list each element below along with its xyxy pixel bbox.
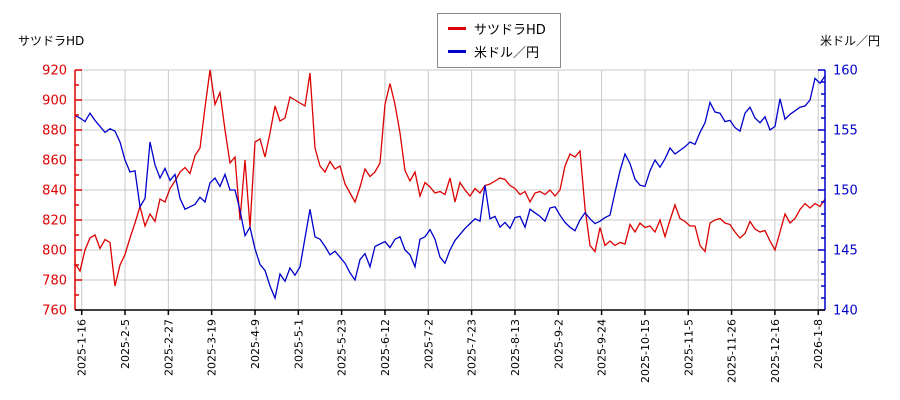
right-axis-tick-label: 150 bbox=[833, 184, 858, 199]
left-axis-tick-label: 920 bbox=[42, 64, 67, 79]
series-group bbox=[74, 69, 826, 301]
legend-swatch-usdjpy bbox=[448, 50, 466, 53]
x-axis-tick-label: 2025-7-23 bbox=[466, 319, 479, 376]
x-axis-tick-label: 2025-9-2 bbox=[552, 319, 565, 369]
legend-label-stock: サツドラHD bbox=[474, 23, 546, 38]
x-axis-tick-label: 2025-10-15 bbox=[639, 319, 652, 383]
x-axis-tick-label: 2025-2-5 bbox=[119, 319, 132, 369]
right-axis: 140 145 150 155 160 bbox=[818, 64, 858, 319]
right-axis-tick-label: 155 bbox=[833, 124, 858, 139]
left-axis-tick-label: 900 bbox=[42, 94, 67, 109]
x-axis-tick-label: 2025-3-19 bbox=[206, 319, 219, 376]
left-axis-tick-label: 840 bbox=[42, 184, 67, 199]
series-line-1 bbox=[74, 75, 826, 301]
x-axis-tick-label: 2025-8-13 bbox=[509, 319, 522, 376]
x-axis-tick-label: 2025-5-23 bbox=[336, 319, 349, 376]
series-line-0 bbox=[74, 69, 826, 287]
x-axis-tick-label: 2026-1-8 bbox=[812, 319, 825, 369]
left-axis-tick-label: 780 bbox=[42, 274, 67, 289]
x-axis-tick-label: 2025-12-16 bbox=[769, 319, 782, 383]
right-axis-tick-label: 140 bbox=[833, 304, 858, 319]
x-axis-tick-label: 2025-9-24 bbox=[596, 319, 609, 376]
legend-item-stock: サツドラHD bbox=[448, 19, 546, 38]
x-axis-tick-label: 2025-7-2 bbox=[422, 319, 435, 369]
right-axis-tick-label: 145 bbox=[833, 244, 858, 259]
left-axis-tick-label: 820 bbox=[42, 214, 67, 229]
x-axis-tick-label: 2025-2-27 bbox=[162, 319, 175, 376]
x-axis-tick-label: 2025-11-5 bbox=[682, 319, 695, 376]
left-axis-tick-label: 880 bbox=[42, 124, 67, 139]
left-axis: 760 780 800 820 840 860 880 900 920 bbox=[42, 64, 82, 319]
left-axis-tick-label: 760 bbox=[42, 304, 67, 319]
right-axis-tick-label: 160 bbox=[833, 64, 858, 79]
legend-item-usdjpy: 米ドル／円 bbox=[448, 42, 546, 61]
x-axis-tick-label: 2025-11-26 bbox=[726, 319, 739, 383]
right-axis-title: 米ドル／円 bbox=[819, 34, 880, 48]
x-axis-tick-label: 2025-6-12 bbox=[379, 319, 392, 376]
left-axis-title: サツドラHD bbox=[18, 34, 85, 48]
left-axis-tick-label: 800 bbox=[42, 244, 67, 259]
legend-swatch-stock bbox=[448, 27, 466, 30]
legend-label-usdjpy: 米ドル／円 bbox=[474, 46, 540, 61]
x-axis-tick-label: 2025-5-1 bbox=[292, 319, 305, 369]
x-axis-tick-label: 2025-4-9 bbox=[249, 319, 262, 369]
x-axis-tick-label: 2025-1-16 bbox=[76, 319, 89, 376]
x-axis: 2025-1-16 2025-2-5 2025-2-27 2025-3-19 2025-… bbox=[75, 309, 825, 383]
left-axis-tick-label: 860 bbox=[42, 154, 67, 169]
legend: サツドラHD 米ドル／円 bbox=[437, 13, 561, 68]
